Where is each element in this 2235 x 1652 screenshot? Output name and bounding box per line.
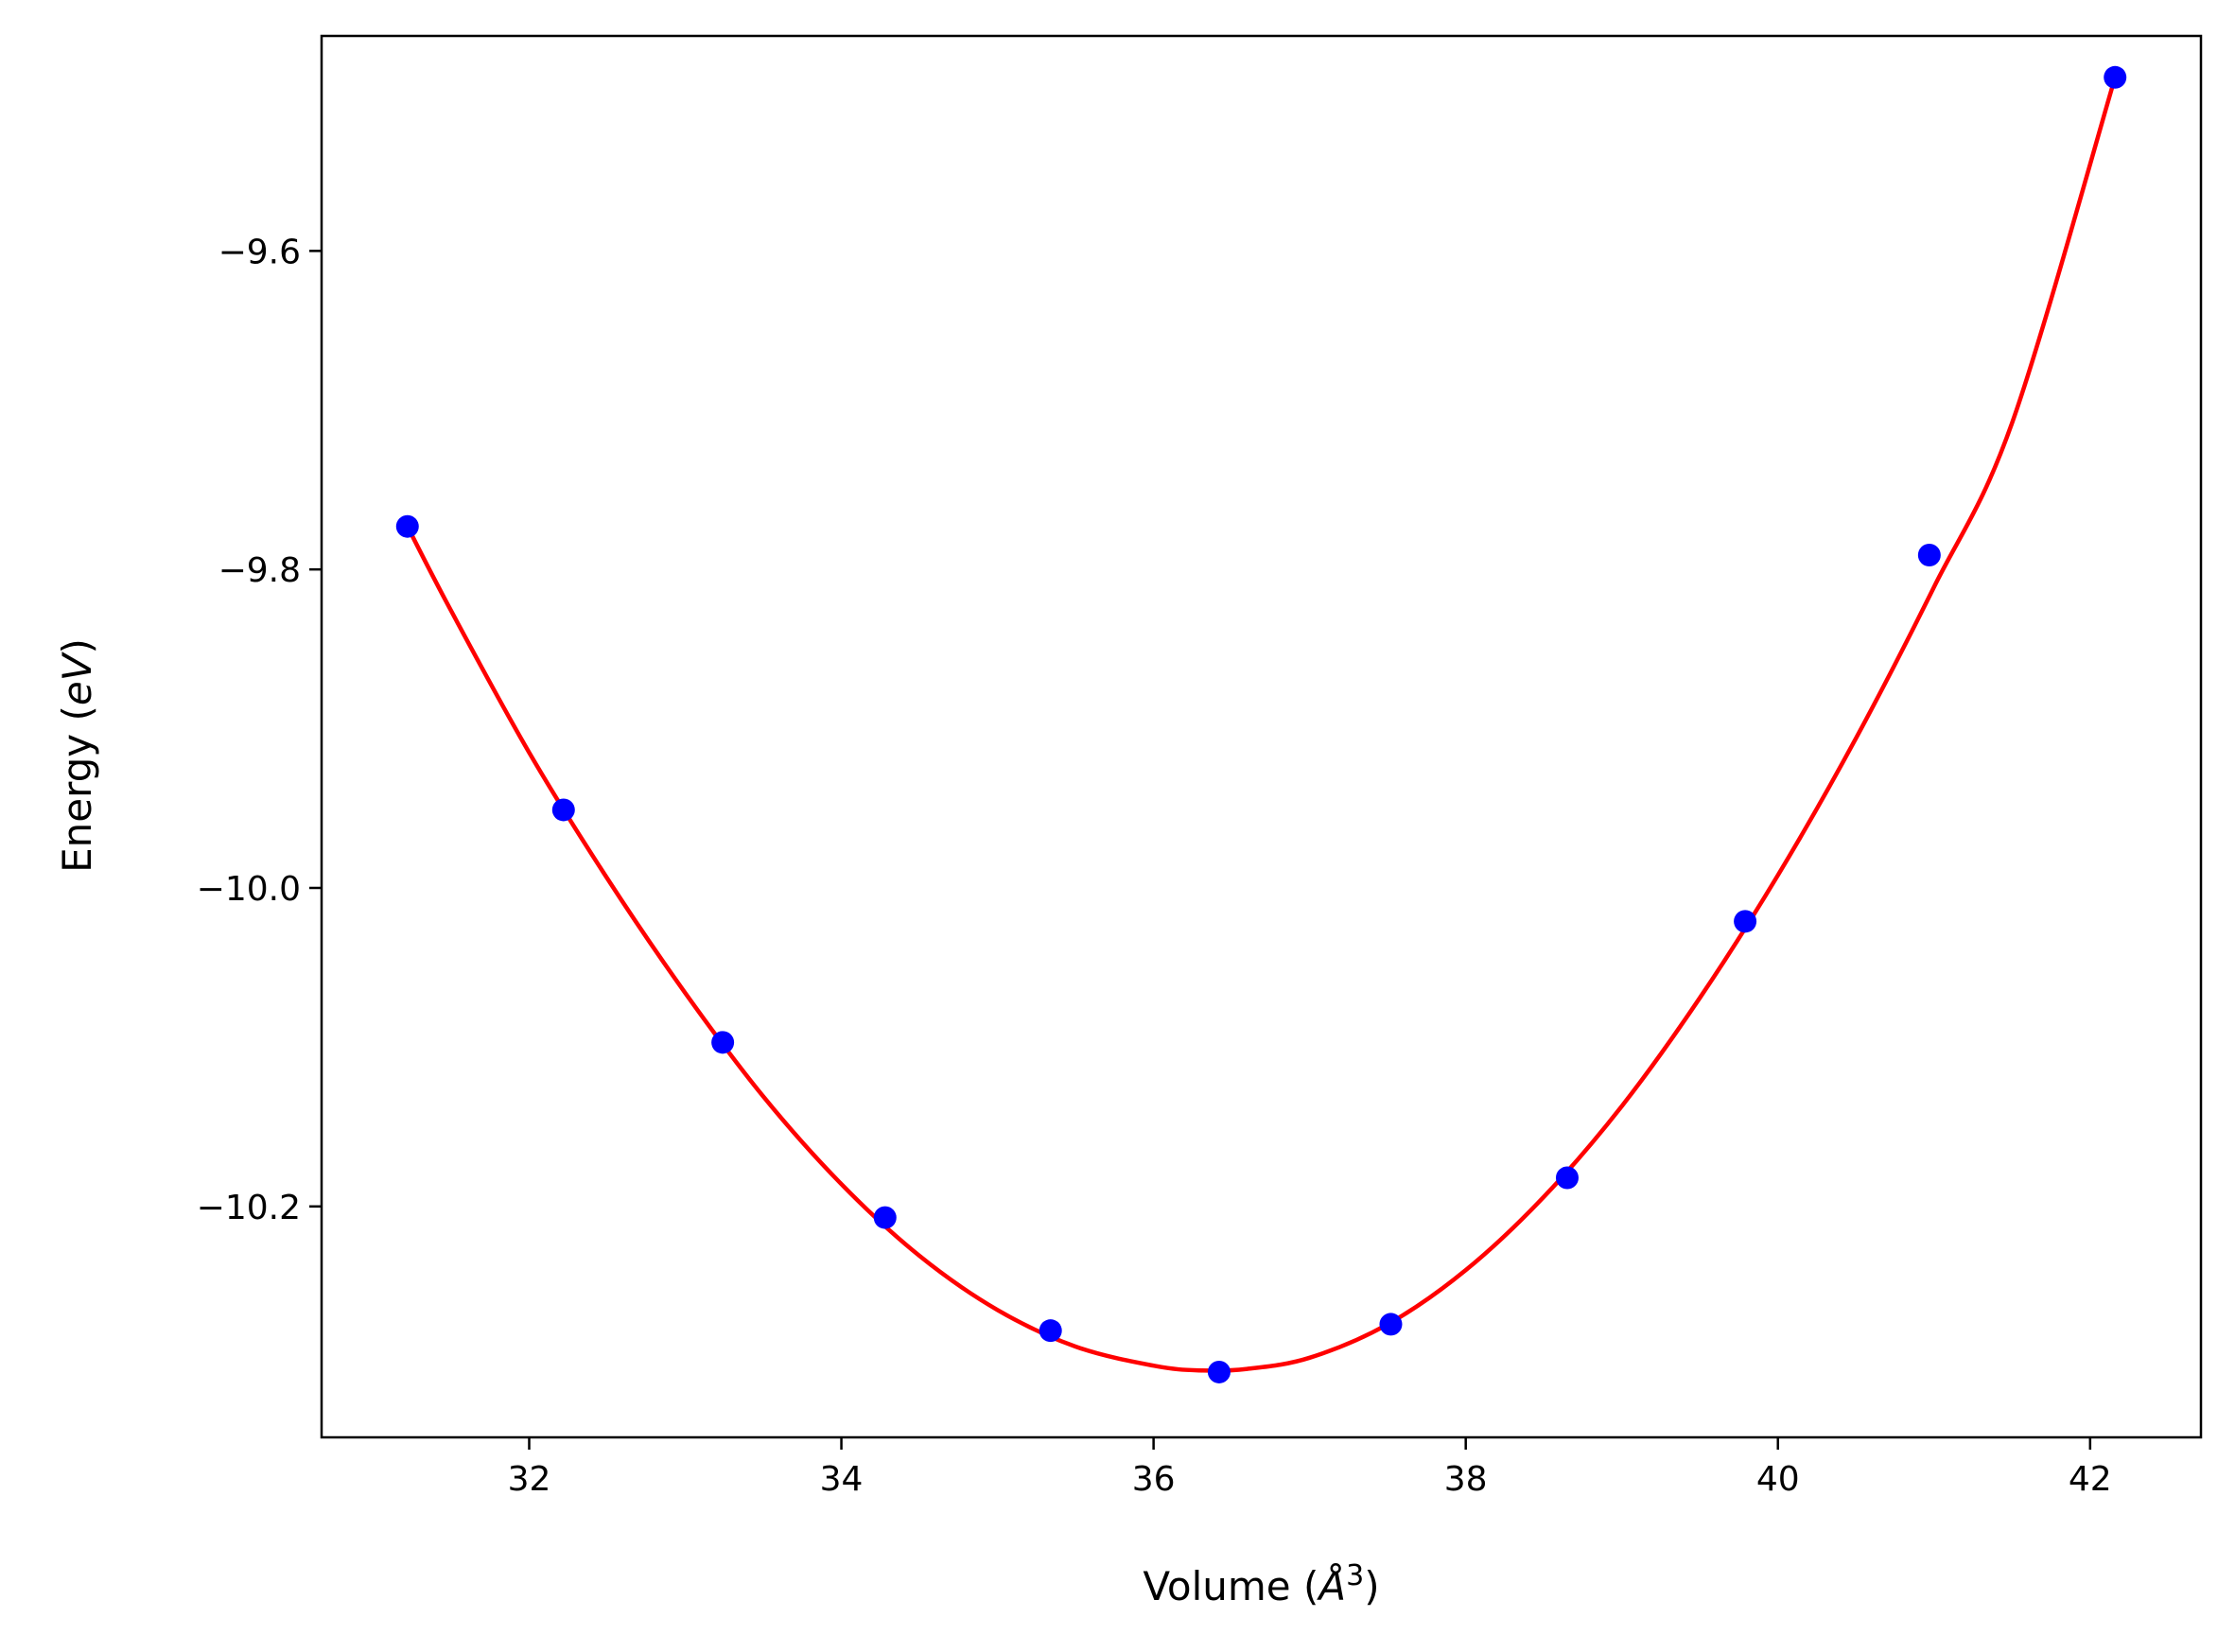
- y-axis-ticks: −9.6 −9.8 −10.0 −10.2: [197, 233, 322, 1227]
- x-tick-label: 42: [2069, 1460, 2112, 1499]
- x-tick-label: 32: [508, 1460, 551, 1499]
- data-point: [1917, 544, 1941, 567]
- y-axis-label: Energy (eV): [54, 638, 100, 873]
- data-point: [1039, 1319, 1062, 1343]
- y-tick-label: −9.8: [218, 551, 301, 590]
- data-point: [1207, 1360, 1231, 1383]
- y-tick-label: −9.6: [218, 233, 301, 271]
- data-point: [711, 1031, 735, 1054]
- y-axis-label-unit: eV: [54, 651, 100, 705]
- x-tick-label: 36: [1132, 1460, 1176, 1499]
- data-point: [1379, 1313, 1403, 1336]
- x-tick-label: 34: [820, 1460, 864, 1499]
- data-point: [395, 514, 419, 538]
- x-axis-label: Volume (Å3): [1143, 1559, 1379, 1609]
- plot-area: [395, 65, 2127, 1383]
- y-axis-label-suffix: ): [54, 638, 100, 653]
- data-point: [551, 798, 575, 822]
- x-axis-label-prefix: Volume (: [1143, 1563, 1318, 1609]
- x-axis-ticks: 32 34 36 38 40 42: [508, 1437, 2112, 1499]
- x-tick-label: 38: [1444, 1460, 1488, 1499]
- fit-curve: [405, 77, 2118, 1373]
- x-axis-label-superscript: 3: [1346, 1559, 1364, 1592]
- x-tick-label: 40: [1756, 1460, 1800, 1499]
- data-point: [1555, 1166, 1579, 1190]
- y-axis-label-prefix: Energy (: [54, 705, 100, 873]
- y-tick-label: −10.2: [197, 1189, 301, 1227]
- data-point: [1734, 910, 1757, 933]
- axes-frame: [320, 34, 2203, 1439]
- data-point: [873, 1206, 897, 1229]
- data-point: [2104, 65, 2127, 89]
- x-axis-label-symbol: Å: [1316, 1562, 1346, 1609]
- x-axis-label-suffix: ): [1364, 1563, 1379, 1609]
- y-tick-label: −10.0: [197, 870, 301, 909]
